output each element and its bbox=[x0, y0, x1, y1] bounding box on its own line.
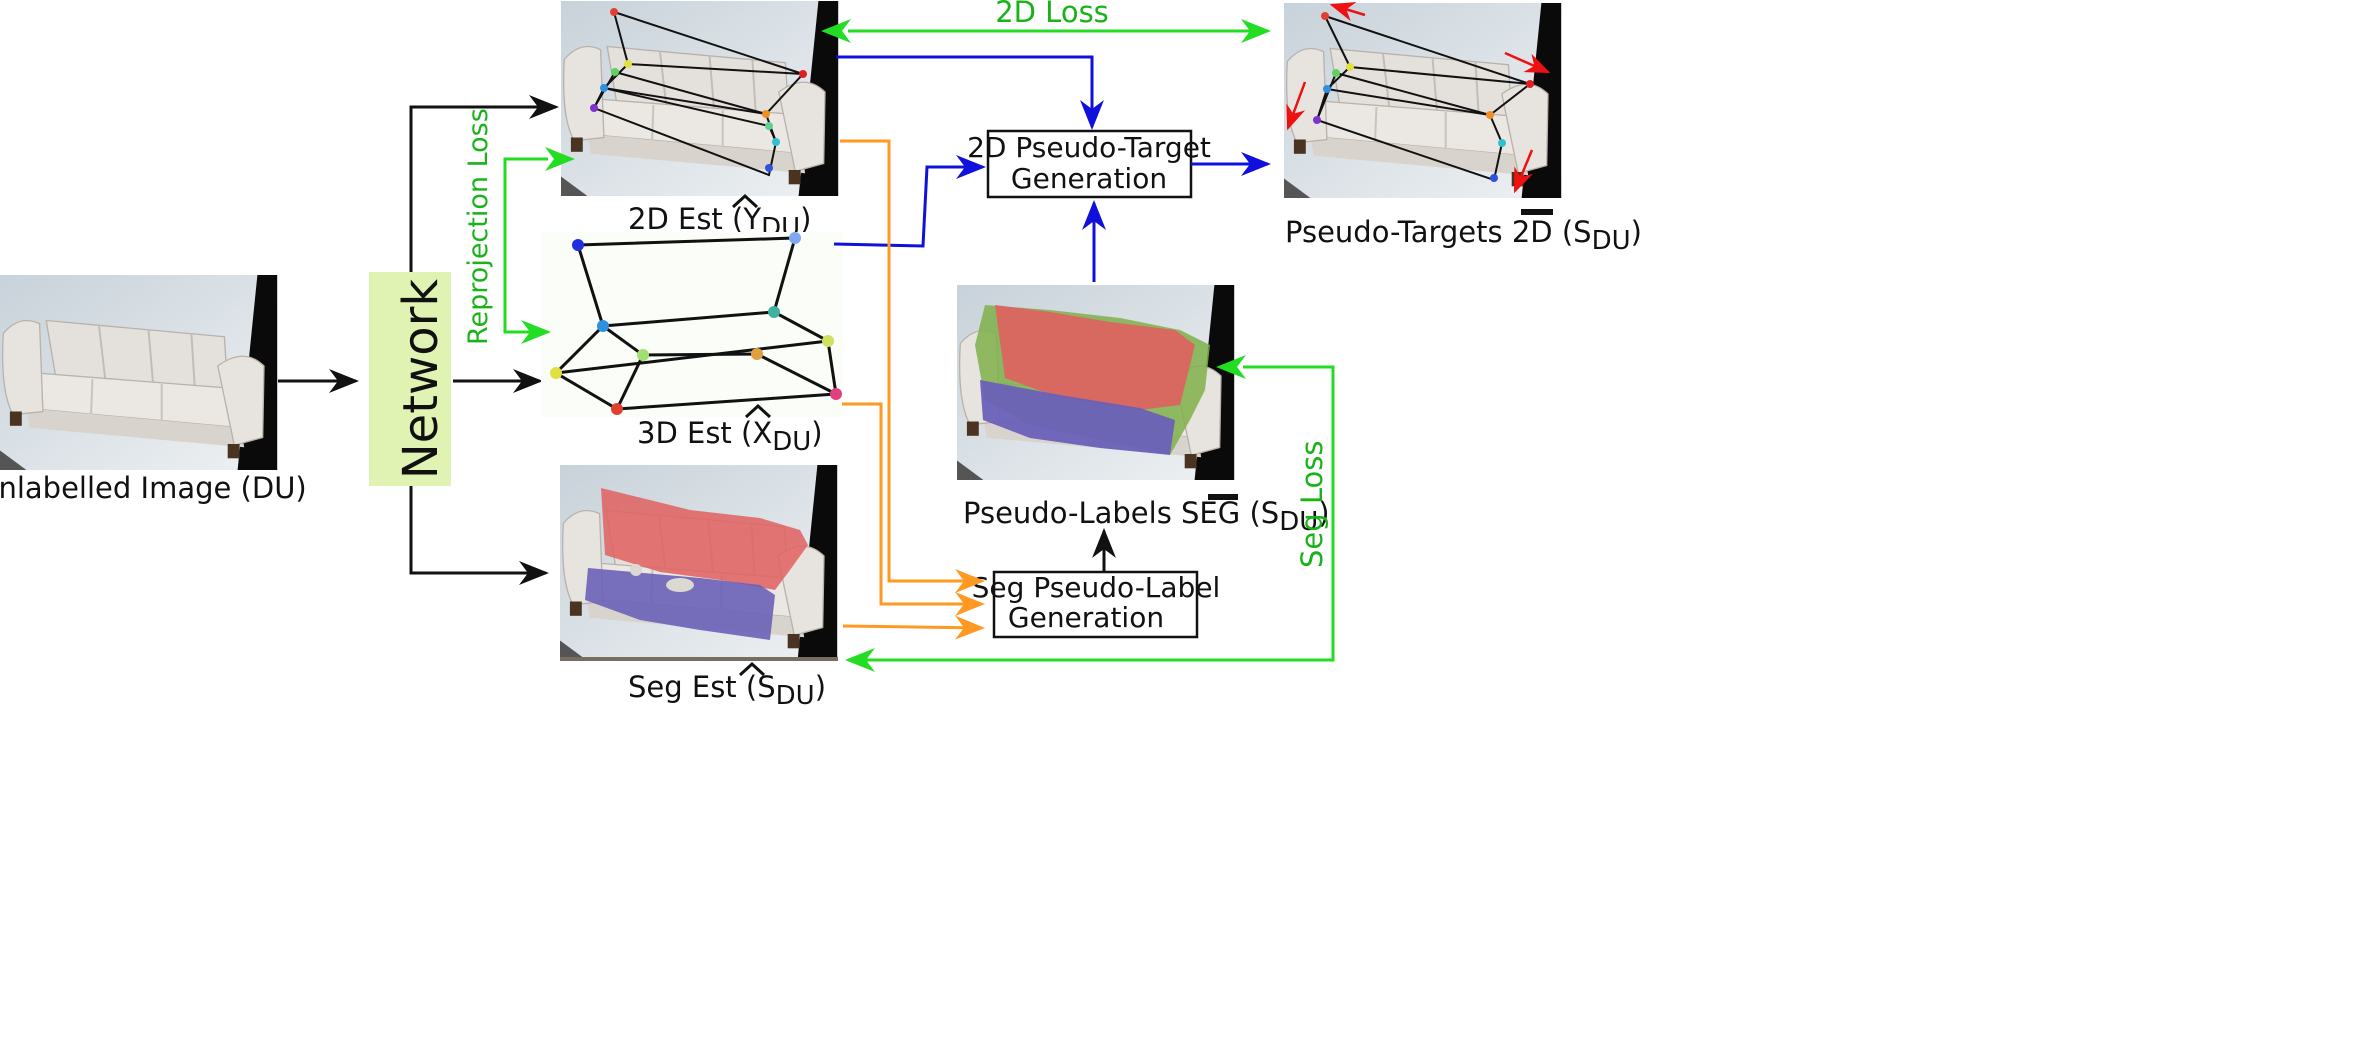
estimate-2d-image bbox=[560, 0, 840, 197]
arrow-3d-est-to-generation bbox=[833, 155, 986, 248]
network-label: Network bbox=[393, 279, 449, 480]
unlabelled-image bbox=[0, 274, 279, 471]
pseudo-targets-2d-image bbox=[1283, 1, 1563, 199]
segmentation-estimate-image bbox=[559, 464, 839, 661]
keypoint-dots bbox=[590, 8, 807, 172]
estimate-3d-background bbox=[541, 232, 843, 417]
seg-pseudo-label-generation-line1: Seg Pseudo-Label bbox=[972, 571, 1221, 604]
keypoint-dots bbox=[550, 232, 842, 415]
estimate-2d-label: 2D Est (YDU) bbox=[628, 202, 811, 243]
hat-mark bbox=[744, 403, 772, 419]
pseudo-targets-2d-label: Pseudo-Targets 2D (SDU) bbox=[1285, 215, 1642, 256]
pseudo-target-generation-line1: 2D Pseudo-Target bbox=[967, 131, 1211, 164]
correction-arrows bbox=[1286, 1, 1551, 194]
bar-mark bbox=[1521, 209, 1553, 215]
estimate-3d-image bbox=[541, 232, 843, 417]
image-bottom-bar bbox=[560, 657, 838, 661]
reprojection-loss-arrow bbox=[503, 147, 575, 344]
pseudo-target-generation-box bbox=[986, 129, 1193, 199]
arrow-2d-est-to-generation bbox=[836, 55, 1104, 130]
seg-loss-arrow bbox=[845, 355, 1335, 672]
estimate-3d-label: 3D Est (XDU) bbox=[637, 416, 823, 457]
bar-mark bbox=[1208, 494, 1238, 500]
sofa-photo-icon bbox=[560, 0, 840, 197]
pseudo-target-generation-line2: Generation bbox=[1011, 162, 1167, 195]
network-box bbox=[369, 272, 451, 486]
reprojection-loss-label: Reprojection Loss bbox=[463, 108, 494, 345]
hat-mark bbox=[731, 193, 759, 209]
pseudo-labels-seg-label: Pseudo-Labels SEG (SDU) bbox=[963, 496, 1330, 537]
arrow-network-to-seg bbox=[409, 486, 549, 585]
pseudo-labels-seg-image bbox=[956, 284, 1236, 481]
segmentation-estimate-label: Seg Est (SDU) bbox=[628, 670, 826, 711]
sofa-photo-icon bbox=[0, 274, 279, 471]
keypoint-dots bbox=[1313, 12, 1534, 182]
seg-loss-label: Seg Loss bbox=[1295, 441, 1329, 568]
segmentation-mask-icon bbox=[585, 488, 808, 640]
unlabelled-image-label: Unlabelled Image (DU) bbox=[0, 471, 307, 505]
arrow-network-to-2d bbox=[409, 95, 559, 272]
arrow-seg-est-to-seg-generation bbox=[842, 615, 985, 640]
loss-2d-label: 2D Loss bbox=[995, 0, 1109, 29]
seg-pseudo-label-generation-line2: Generation bbox=[1008, 601, 1164, 634]
hat-mark bbox=[738, 661, 766, 677]
